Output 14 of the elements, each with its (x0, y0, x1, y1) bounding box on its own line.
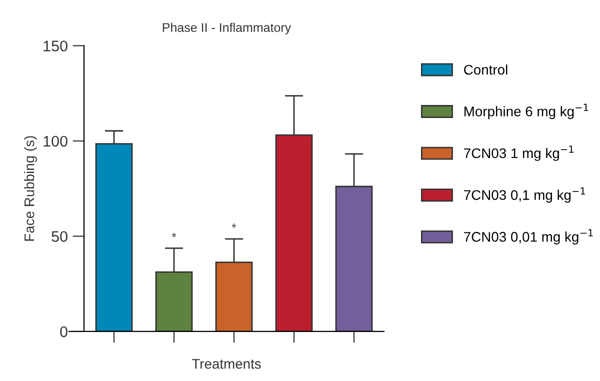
y-axis-title: Face Rubbing (s) (24, 136, 37, 241)
y-tick-label: 150 (44, 40, 68, 52)
data-label: * (232, 224, 236, 228)
x-axis-title: Treatments (192, 359, 261, 369)
legend-label: 7CN03 1 mg kg$^{−1}$ (464, 146, 574, 161)
data-label: * (172, 232, 176, 238)
legend-label: Morphine 6 mg kg$^{−1}$ (464, 104, 588, 120)
y-tick-label: 50 (52, 231, 68, 242)
legend-label: 7CN03 0,01 mg kg$^{−1}$ (464, 229, 593, 245)
chart-title: Phase II - Inflammatory (162, 22, 292, 34)
legend-label: Control (464, 64, 508, 75)
y-tick-label: 100 (44, 136, 68, 147)
y-tick-label: 0 (60, 326, 68, 338)
legend-label: 7CN03 0,1 mg kg$^{−1}$ (464, 187, 586, 203)
